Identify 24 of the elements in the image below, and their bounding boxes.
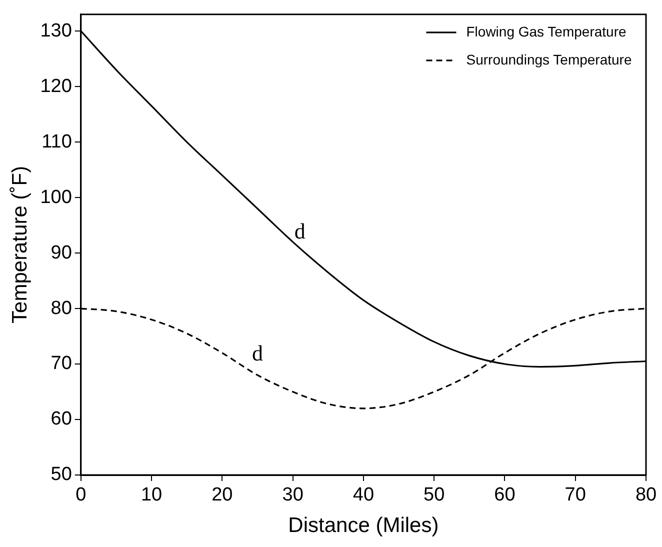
x-tick-label: 50 [424, 484, 445, 506]
x-tick-label: 70 [564, 484, 586, 506]
x-tick-label: 0 [76, 484, 86, 506]
y-tick-label: 120 [40, 76, 72, 97]
y-tick-label: 100 [40, 186, 72, 208]
annotation: d [252, 340, 263, 366]
y-tick-label: 60 [50, 408, 72, 430]
x-tick-label: 10 [140, 484, 162, 506]
x-tick-label: 40 [352, 484, 374, 506]
annotation: d [294, 218, 306, 244]
legend-label: Surroundings Temperature [466, 51, 632, 68]
legend-label: Flowing Gas Temperature [466, 23, 626, 40]
y-tick-label: 70 [50, 353, 72, 374]
x-tick-label: 30 [282, 484, 304, 506]
y-tick-label: 80 [50, 298, 72, 319]
x-tick-label: 20 [212, 484, 233, 506]
y-axis-title: Temperature (˚F) [8, 166, 32, 324]
x-tick-label: 60 [494, 484, 516, 506]
x-axis-title: Distance (Miles) [288, 514, 439, 538]
y-tick-label: 110 [42, 131, 72, 152]
x-tick-label: 80 [635, 484, 657, 506]
y-tick-label: 50 [50, 464, 72, 486]
y-tick-label: 130 [40, 20, 72, 42]
y-tick-label: 90 [50, 242, 72, 264]
